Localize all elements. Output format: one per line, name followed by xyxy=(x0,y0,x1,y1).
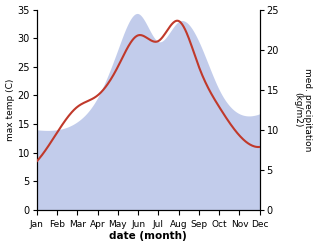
Y-axis label: med. precipitation
(kg/m2): med. precipitation (kg/m2) xyxy=(293,68,313,151)
X-axis label: date (month): date (month) xyxy=(109,231,187,242)
Y-axis label: max temp (C): max temp (C) xyxy=(5,79,15,141)
